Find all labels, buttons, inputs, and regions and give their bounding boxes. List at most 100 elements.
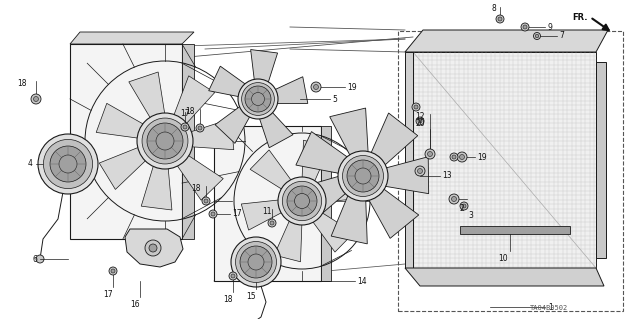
Text: 6: 6 bbox=[32, 255, 37, 263]
Text: 18: 18 bbox=[191, 184, 201, 193]
Bar bbox=[413, 52, 596, 268]
Circle shape bbox=[252, 93, 264, 106]
Polygon shape bbox=[364, 183, 419, 238]
Circle shape bbox=[240, 246, 272, 278]
Polygon shape bbox=[241, 199, 292, 230]
Text: FR.: FR. bbox=[572, 13, 588, 22]
Circle shape bbox=[242, 83, 275, 115]
Bar bbox=[182, 44, 194, 239]
Circle shape bbox=[33, 97, 38, 101]
Bar bbox=[460, 226, 570, 234]
Polygon shape bbox=[177, 119, 234, 150]
Circle shape bbox=[416, 117, 424, 125]
Text: 18: 18 bbox=[185, 107, 195, 116]
Polygon shape bbox=[306, 206, 354, 252]
Circle shape bbox=[355, 168, 371, 184]
Circle shape bbox=[50, 146, 86, 182]
Polygon shape bbox=[405, 268, 604, 286]
Polygon shape bbox=[296, 132, 356, 175]
Circle shape bbox=[245, 86, 271, 112]
Circle shape bbox=[425, 149, 435, 159]
Circle shape bbox=[521, 23, 529, 31]
Text: 11: 11 bbox=[262, 207, 272, 216]
Circle shape bbox=[198, 126, 202, 130]
Circle shape bbox=[314, 85, 319, 90]
Circle shape bbox=[428, 152, 433, 157]
Polygon shape bbox=[301, 140, 330, 192]
Circle shape bbox=[347, 160, 379, 192]
Circle shape bbox=[462, 204, 466, 208]
Polygon shape bbox=[125, 229, 183, 267]
Text: 17: 17 bbox=[103, 290, 113, 299]
Circle shape bbox=[38, 134, 98, 194]
Polygon shape bbox=[129, 72, 167, 130]
Circle shape bbox=[412, 103, 420, 111]
Circle shape bbox=[523, 25, 527, 29]
Circle shape bbox=[231, 237, 281, 287]
Circle shape bbox=[31, 94, 41, 104]
Circle shape bbox=[196, 124, 204, 132]
Text: 19: 19 bbox=[477, 152, 486, 161]
Circle shape bbox=[287, 186, 317, 216]
Polygon shape bbox=[169, 148, 223, 200]
Polygon shape bbox=[141, 152, 172, 210]
Text: 12: 12 bbox=[415, 112, 425, 121]
Text: 10: 10 bbox=[498, 254, 508, 263]
Circle shape bbox=[452, 155, 456, 159]
Circle shape bbox=[229, 272, 237, 280]
Text: 14: 14 bbox=[357, 277, 367, 286]
Text: 13: 13 bbox=[442, 172, 452, 181]
Circle shape bbox=[418, 119, 422, 123]
Text: 15: 15 bbox=[246, 292, 256, 301]
Bar bbox=[596, 62, 606, 258]
Circle shape bbox=[209, 210, 217, 218]
Circle shape bbox=[451, 197, 456, 202]
Text: 20: 20 bbox=[415, 119, 425, 128]
Text: 5: 5 bbox=[332, 94, 337, 103]
Circle shape bbox=[449, 194, 459, 204]
Circle shape bbox=[268, 219, 276, 227]
Circle shape bbox=[36, 255, 44, 263]
Circle shape bbox=[498, 17, 502, 21]
Circle shape bbox=[137, 113, 193, 169]
Polygon shape bbox=[209, 66, 253, 98]
Circle shape bbox=[183, 125, 187, 129]
Polygon shape bbox=[169, 76, 214, 134]
Text: 2: 2 bbox=[460, 204, 465, 213]
Polygon shape bbox=[70, 32, 194, 44]
Bar bbox=[398, 31, 623, 311]
Text: 17: 17 bbox=[180, 109, 190, 118]
Circle shape bbox=[109, 267, 117, 275]
Bar bbox=[405, 52, 413, 268]
Circle shape bbox=[457, 152, 467, 162]
Circle shape bbox=[157, 133, 173, 149]
Circle shape bbox=[145, 240, 161, 256]
Circle shape bbox=[59, 155, 77, 173]
Circle shape bbox=[294, 194, 310, 209]
Circle shape bbox=[338, 151, 388, 201]
Circle shape bbox=[414, 105, 418, 109]
Text: 18: 18 bbox=[17, 79, 27, 88]
Text: 16: 16 bbox=[130, 300, 140, 309]
Circle shape bbox=[535, 34, 539, 38]
Circle shape bbox=[415, 166, 425, 176]
Circle shape bbox=[534, 33, 541, 40]
Polygon shape bbox=[330, 108, 369, 164]
Polygon shape bbox=[251, 49, 278, 91]
Circle shape bbox=[278, 177, 326, 225]
Bar bbox=[214, 126, 321, 281]
Polygon shape bbox=[274, 210, 302, 262]
Circle shape bbox=[142, 118, 188, 164]
Circle shape bbox=[156, 132, 174, 150]
Circle shape bbox=[204, 199, 208, 203]
Text: 8: 8 bbox=[492, 4, 497, 13]
Text: 9: 9 bbox=[547, 23, 552, 32]
Polygon shape bbox=[268, 77, 308, 104]
Polygon shape bbox=[96, 103, 156, 140]
Text: 19: 19 bbox=[347, 83, 356, 92]
Circle shape bbox=[44, 139, 93, 189]
Circle shape bbox=[147, 123, 183, 159]
Circle shape bbox=[450, 153, 458, 161]
Circle shape bbox=[149, 244, 157, 252]
Polygon shape bbox=[375, 157, 429, 194]
